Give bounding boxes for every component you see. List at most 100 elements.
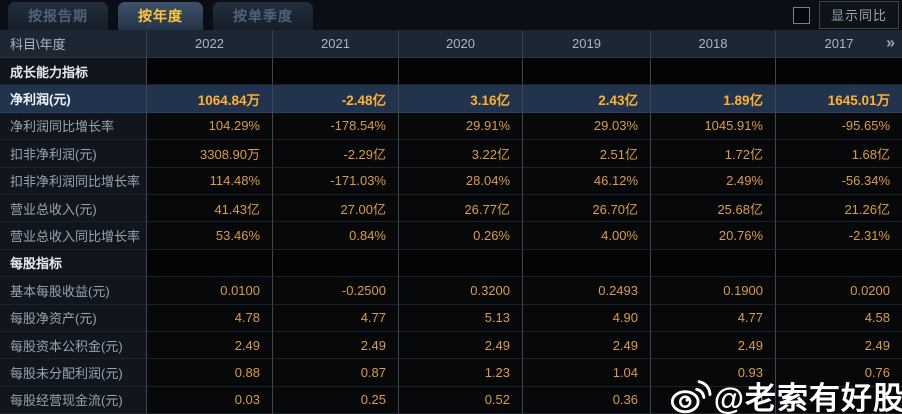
indicator-row[interactable]: 每股净资产(元) 4.78 4.77 5.13 4.90 4.77 4.58 — [0, 304, 902, 332]
indicator-row[interactable]: 营业总收入(元) 41.43亿 27.00亿 26.77亿 26.70亿 25.68亿 21… — [0, 194, 902, 223]
section-header-row: 每股指标 — [0, 249, 902, 278]
value-cell: 0.87 — [272, 359, 398, 387]
watermark-handle: @老索有好股 — [713, 381, 902, 414]
year-column-header: 2017 — [775, 30, 902, 58]
row-label: 扣非净利润(元) — [0, 140, 146, 168]
value-cell: 0.84% — [272, 222, 398, 250]
value-cell: 0.03 — [146, 386, 272, 414]
value-cell — [650, 249, 775, 278]
value-cell: 1.23 — [398, 359, 522, 387]
value-cell — [272, 249, 398, 278]
row-label: 基本每股收益(元) — [0, 277, 146, 305]
value-cell: 0.36 — [522, 386, 650, 414]
year-column-header: 2018 — [650, 30, 775, 58]
value-cell: 1645.01万 — [775, 85, 902, 113]
value-cell: -0.2500 — [272, 277, 398, 305]
value-cell: 3.22亿 — [398, 140, 522, 168]
value-cell: -2.48亿 — [272, 85, 398, 113]
table-header: 科目\年度 2022 2021 2020 2019 2018 2017» — [0, 30, 902, 58]
value-cell — [775, 58, 902, 86]
period-tabbar: 按报告期 按年度 按单季度 显示同比 — [0, 0, 902, 30]
value-cell: 1.89亿 — [650, 85, 775, 113]
value-cell: -2.31% — [775, 222, 902, 250]
value-cell: 0.93 — [650, 359, 775, 387]
value-cell: 1.04 — [522, 359, 650, 387]
indicator-row[interactable]: 营业总收入同比增长率 53.46% 0.84% 0.26% 4.00% 20.76% -2.… — [0, 222, 902, 250]
value-cell: 4.77 — [650, 304, 775, 332]
value-cell: 1045.91% — [650, 112, 775, 141]
value-cell: 28.04% — [398, 167, 522, 195]
value-cell: 0.25 — [272, 386, 398, 414]
indicator-row[interactable]: 每股未分配利润(元) 0.88 0.87 1.23 1.04 0.93 0.76 — [0, 359, 902, 387]
value-cell: 4.00% — [522, 222, 650, 250]
row-label: 净利润(元) — [0, 85, 146, 113]
value-cell: 46.12% — [522, 167, 650, 195]
value-cell: 0.0100 — [146, 277, 272, 305]
value-cell — [522, 249, 650, 278]
value-cell: 27.00亿 — [272, 194, 398, 223]
value-cell: 2.49 — [146, 331, 272, 360]
value-cell: -2.29亿 — [272, 140, 398, 168]
value-cell: 2.49 — [650, 331, 775, 360]
value-cell — [650, 58, 775, 86]
value-cell: 114.48% — [146, 167, 272, 195]
show-yoy-label[interactable]: 显示同比 — [818, 1, 899, 29]
year-column-header: 2020 — [398, 30, 522, 58]
value-cell: 5.13 — [398, 304, 522, 332]
value-cell — [775, 386, 902, 414]
value-cell: 41.43亿 — [146, 194, 272, 223]
value-cell: 2.49 — [522, 331, 650, 360]
watermark: @老索有好股 — [667, 373, 902, 414]
value-cell: -171.03% — [272, 167, 398, 195]
section-header-row: 成长能力指标 — [0, 58, 902, 86]
value-cell: 4.78 — [146, 304, 272, 332]
value-cell: 0.88 — [146, 359, 272, 387]
row-label: 每股未分配利润(元) — [0, 359, 146, 387]
value-cell: 3308.90万 — [146, 140, 272, 168]
indicator-row[interactable]: 基本每股收益(元) 0.0100 -0.2500 0.3200 0.2493 0.1900… — [0, 277, 902, 305]
value-cell: 4.77 — [272, 304, 398, 332]
row-label: 净利润同比增长率 — [0, 112, 146, 141]
row-label: 每股净资产(元) — [0, 304, 146, 332]
value-cell: 2.49 — [775, 331, 902, 360]
value-cell — [775, 249, 902, 278]
value-cell: 1064.84万 — [146, 85, 272, 113]
value-cell: 104.29% — [146, 112, 272, 141]
value-cell: 3.16亿 — [398, 85, 522, 113]
indicator-row[interactable]: 净利润(元) 1064.84万 -2.48亿 3.16亿 2.43亿 1.89亿 1645.… — [0, 85, 902, 113]
row-label: 营业总收入同比增长率 — [0, 222, 146, 250]
value-cell: 2.49 — [398, 331, 522, 360]
value-cell — [146, 249, 272, 278]
value-cell — [398, 58, 522, 86]
value-cell: 4.58 — [775, 304, 902, 332]
value-cell: 1.72亿 — [650, 140, 775, 168]
value-cell: 20.76% — [650, 222, 775, 250]
row-label: 成长能力指标 — [0, 58, 146, 86]
weibo-icon — [667, 375, 713, 414]
indicator-row[interactable]: 扣非净利润同比增长率 114.48% -171.03% 28.04% 46.12% 2.4… — [0, 167, 902, 195]
value-cell: -95.65% — [775, 112, 902, 141]
value-cell: 0.2493 — [522, 277, 650, 305]
indicator-row[interactable]: 每股资本公积金(元) 2.49 2.49 2.49 2.49 2.49 2.49 — [0, 331, 902, 360]
row-label: 扣非净利润同比增长率 — [0, 167, 146, 195]
tab-by-report-period[interactable]: 按报告期 — [8, 2, 108, 30]
value-cell: 0.26% — [398, 222, 522, 250]
row-label: 每股资本公积金(元) — [0, 331, 146, 360]
year-column-header: 2019 — [522, 30, 650, 58]
indicator-row[interactable]: 扣非净利润(元) 3308.90万 -2.29亿 3.22亿 2.51亿 1.72亿 1.6… — [0, 140, 902, 168]
value-cell: -56.34% — [775, 167, 902, 195]
value-cell: 53.46% — [146, 222, 272, 250]
value-cell: 2.49% — [650, 167, 775, 195]
value-cell — [398, 249, 522, 278]
show-yoy-checkbox[interactable] — [792, 6, 810, 24]
value-cell: 26.70亿 — [522, 194, 650, 223]
more-years-icon[interactable]: » — [886, 34, 895, 52]
tab-by-year[interactable]: 按年度 — [118, 2, 203, 30]
row-label: 营业总收入(元) — [0, 194, 146, 223]
row-label: 每股指标 — [0, 249, 146, 278]
tab-by-quarter[interactable]: 按单季度 — [213, 2, 313, 30]
value-cell: -178.54% — [272, 112, 398, 141]
value-cell: 0.0200 — [775, 277, 902, 305]
indicator-row[interactable]: 净利润同比增长率 104.29% -178.54% 29.91% 29.03% 1045.… — [0, 112, 902, 141]
